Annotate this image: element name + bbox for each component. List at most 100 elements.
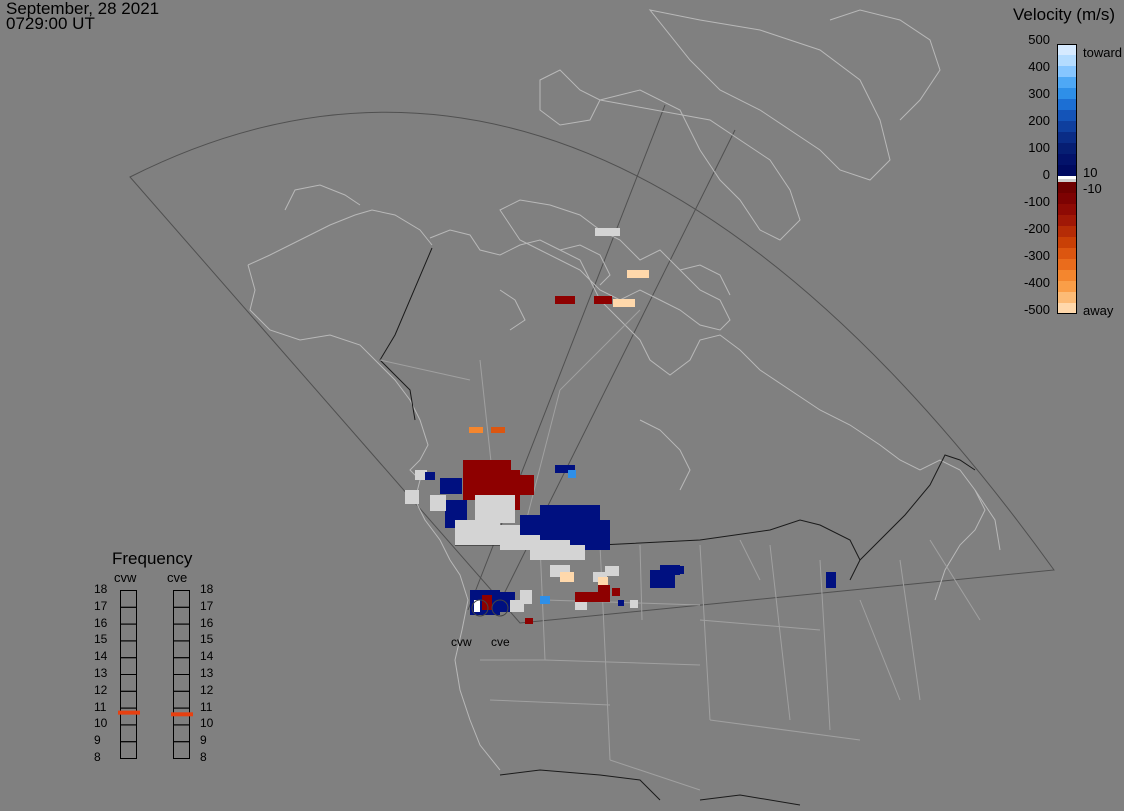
scatter-cell — [594, 296, 612, 304]
scatter-cell — [612, 588, 620, 596]
colorbar-away-segment — [1057, 182, 1077, 193]
frequency-box — [120, 623, 137, 642]
scatter-cell — [630, 600, 638, 608]
frequency-box — [120, 707, 137, 726]
scatter-cell — [440, 478, 462, 494]
frequency-radar-label-cve: cve — [167, 570, 188, 585]
scatter-cell — [540, 596, 550, 604]
colorbar-away-segment — [1057, 303, 1077, 314]
frequency-box — [173, 690, 190, 709]
frequency-tick-right: 17 — [200, 598, 214, 613]
velocity-tick-label: -100 — [1023, 194, 1050, 209]
frequency-tick-right: 10 — [200, 716, 214, 731]
scatter-cell — [613, 299, 635, 307]
frequency-box — [120, 690, 137, 709]
scatter-cell — [660, 565, 680, 575]
velocity-tick-label: 200 — [1028, 113, 1050, 128]
frequency-marker — [171, 712, 193, 717]
scatter-cell — [555, 465, 575, 473]
colorbar-away-segment — [1057, 292, 1077, 303]
colorbar-zero-segment — [1057, 176, 1077, 179]
velocity-tick-label: 400 — [1028, 59, 1050, 74]
frequency-box — [120, 590, 137, 608]
frequency-tick-right: 14 — [200, 649, 214, 664]
colorbar-toward-segment — [1057, 77, 1077, 88]
colorbar-toward-segment — [1057, 44, 1077, 55]
scatter-cell — [560, 572, 574, 582]
frequency-tick-right: 15 — [200, 632, 214, 647]
scatter-cell — [618, 600, 624, 606]
velocity-tick-label: 100 — [1028, 140, 1050, 155]
velocity-tick-label: 500 — [1028, 32, 1050, 47]
frequency-tick-right: 13 — [200, 666, 214, 680]
scatter-cell — [430, 495, 446, 511]
frequency-box — [120, 640, 137, 659]
colorbar-toward-segment — [1057, 99, 1077, 110]
scatter-cell — [512, 475, 534, 495]
colorbar-away-segment — [1057, 226, 1077, 237]
colorbar-away-segment — [1057, 270, 1077, 281]
colorbar-away-segment — [1057, 237, 1077, 248]
frequency-box — [120, 657, 137, 675]
time-label: 0729:00 UT — [6, 14, 95, 33]
velocity-tick-label: -500 — [1023, 302, 1050, 317]
date-label: September, 28 2021 — [6, 0, 160, 18]
velocity-tick-label: -200 — [1023, 221, 1050, 236]
colorbar-away-segment — [1057, 204, 1077, 215]
velocity-colorbar — [1057, 44, 1077, 314]
frequency-tick-left: 18 — [94, 582, 108, 596]
scatter-cell — [555, 296, 575, 304]
frequency-box — [173, 606, 190, 625]
scatter-cell — [676, 566, 684, 574]
scatter-cell — [469, 427, 483, 433]
colorbar-toward-segment — [1057, 143, 1077, 154]
colorbar-away-segment — [1057, 193, 1077, 204]
velocity-tick-label: -400 — [1023, 275, 1050, 290]
scatter-cells — [405, 228, 836, 624]
velocity-tick-label: 300 — [1028, 86, 1050, 101]
scatter-cell — [525, 618, 533, 624]
radar-label-cvw: cvw — [451, 635, 472, 649]
colorbar-toward-segment — [1057, 66, 1077, 77]
scatter-cell — [482, 595, 492, 610]
coastlines — [247, 9, 1001, 771]
frequency-marker — [118, 710, 140, 715]
colorbar-toward-segment — [1057, 121, 1077, 132]
frequency-box — [173, 590, 190, 608]
colorbar-toward-segment — [1057, 110, 1077, 121]
scatter-cell — [520, 590, 532, 604]
frequency-tick-right: 18 — [200, 582, 214, 596]
frequency-box — [173, 623, 190, 642]
colorbar-away-segment — [1057, 281, 1077, 292]
velocity-tick-label: -300 — [1023, 248, 1050, 263]
frequency-bars — [118, 590, 193, 759]
frequency-tick-right: 16 — [200, 615, 214, 630]
away-label: away — [1083, 303, 1114, 318]
scatter-cell — [555, 545, 585, 560]
scatter-cell — [455, 520, 500, 545]
colorbar-toward-segment — [1057, 165, 1077, 176]
scatter-cell — [474, 600, 480, 612]
frequency-tick-right: 8 — [200, 750, 207, 764]
scatter-cell — [491, 427, 505, 433]
frequency-box — [173, 707, 190, 726]
scatter-cell — [405, 490, 419, 504]
frequency-tick-right: 12 — [200, 682, 214, 697]
colorbar-away-segment — [1057, 259, 1077, 270]
colorbar-away-segment — [1057, 248, 1077, 259]
colorbar-border — [1057, 44, 1077, 314]
frequency-radar-label-cvw: cvw — [114, 570, 137, 585]
scatter-cell — [826, 572, 836, 588]
radar-label-cve: cve — [491, 635, 510, 649]
colorbar-toward-segment — [1057, 88, 1077, 99]
frequency-box — [120, 674, 137, 692]
scatter-cell — [605, 566, 619, 576]
frequency-box — [173, 674, 190, 692]
colorbar-toward-segment — [1057, 154, 1077, 165]
frequency-tick-right: 11 — [200, 699, 213, 714]
frequency-tick-left: 14 — [94, 649, 108, 664]
scatter-cell — [568, 470, 576, 478]
frequency-box — [120, 741, 137, 759]
frequency-tick-left: 17 — [94, 598, 108, 613]
